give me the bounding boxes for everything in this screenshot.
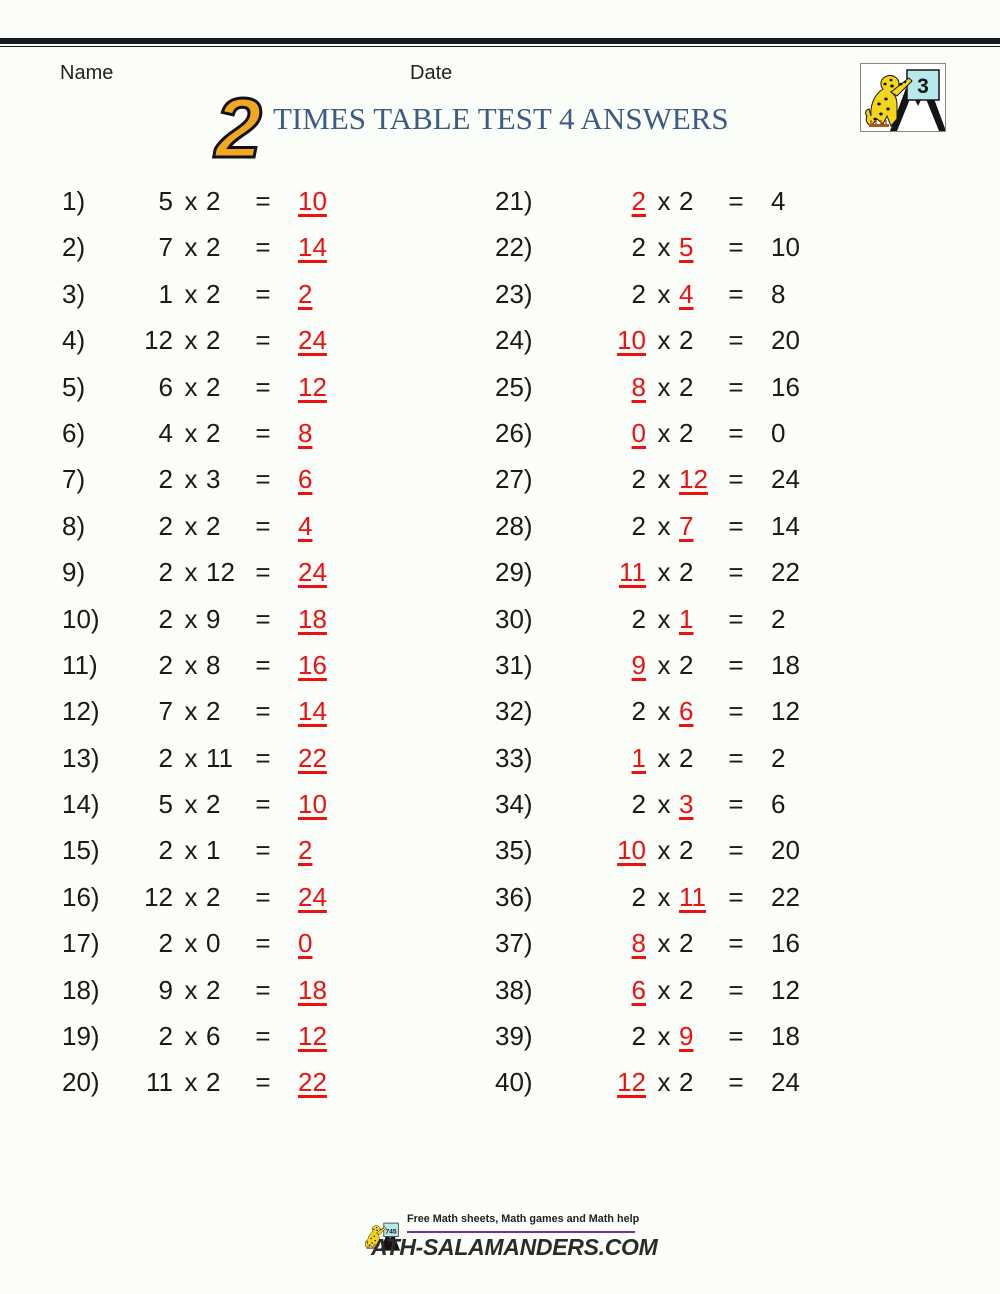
svg-text:3: 3 (917, 75, 929, 98)
